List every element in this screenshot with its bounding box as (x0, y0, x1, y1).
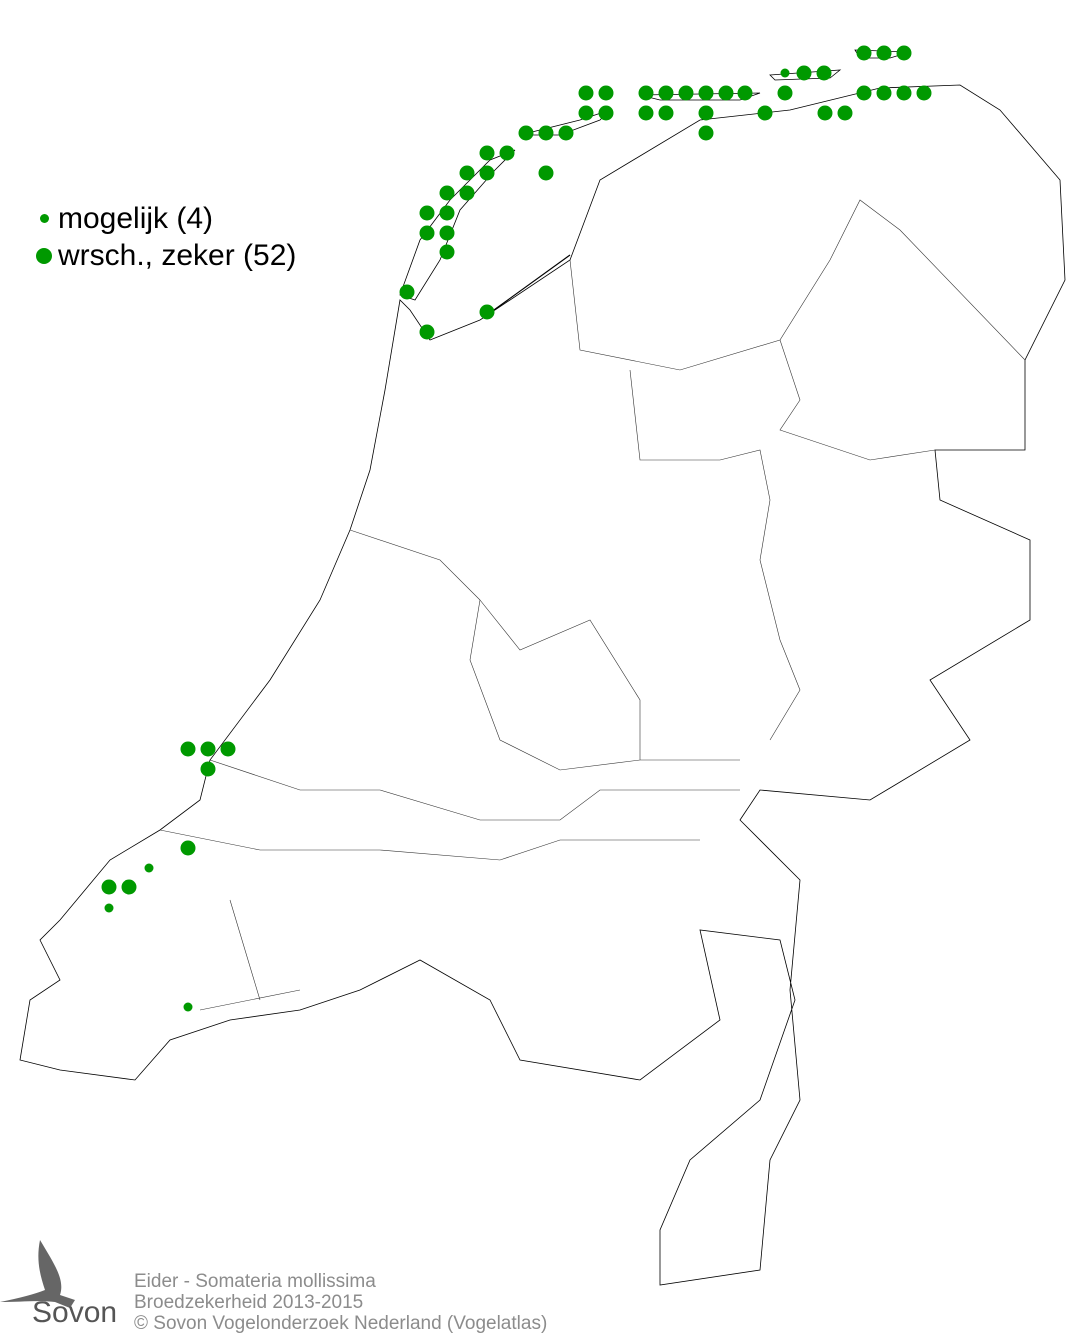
dot-probable-certain (638, 105, 654, 121)
dot-probable-certain (698, 105, 714, 121)
dot-probable-certain (459, 165, 475, 181)
dot-probable-certain (439, 244, 455, 260)
dot-probable-certain (439, 185, 455, 201)
legend-label: mogelijk (4) (58, 201, 214, 235)
dot-probable-certain (598, 85, 614, 101)
dot-probable-certain (439, 225, 455, 241)
dot-probable-certain (837, 105, 853, 121)
dot-possible (780, 68, 790, 78)
dot-probable-certain (220, 741, 236, 757)
dot-probable-certain (439, 205, 455, 221)
dot-probable-certain (698, 125, 714, 141)
species-title: Eider - Somateria mollissima (134, 1271, 376, 1292)
dot-possible (183, 1002, 193, 1012)
dot-probable-certain (200, 761, 216, 777)
dot-probable-certain (757, 105, 773, 121)
dot-probable-certain (518, 125, 534, 141)
dot-probable-certain (916, 85, 932, 101)
dot-probable-certain (796, 65, 812, 81)
dot-probable-certain (856, 45, 872, 61)
afsluitdijk (486, 254, 571, 316)
dot-probable-certain (479, 145, 495, 161)
map-subtitle: Broedzekerheid 2013-2015 (134, 1292, 364, 1313)
dot-probable-certain (479, 165, 495, 181)
dot-probable-certain (578, 105, 594, 121)
dot-probable-certain (459, 185, 475, 201)
dot-probable-certain (479, 304, 495, 320)
dot-probable-certain (419, 205, 435, 221)
dot-probable-certain (817, 105, 833, 121)
legend-label: wrsch., zeker (52) (58, 238, 297, 272)
sovon-swallow-logo (0, 1240, 75, 1308)
dot-probable-certain (121, 879, 137, 895)
dot-probable-certain (578, 85, 594, 101)
dot-probable-certain (737, 85, 753, 101)
small-dot-icon (39, 214, 49, 223)
dot-probable-certain (419, 324, 435, 340)
dot-probable-certain (658, 105, 674, 121)
dot-probable-certain (399, 284, 415, 300)
dot-probable-certain (538, 125, 554, 141)
dot-probable-certain (101, 879, 117, 895)
dot-probable-certain (816, 65, 832, 81)
legend: mogelijk (4) wrsch., zeker (52) (30, 200, 296, 274)
province-borders (159, 199, 1026, 1011)
dot-probable-certain (200, 741, 216, 757)
dot-probable-certain (678, 85, 694, 101)
dot-probable-certain (876, 85, 892, 101)
dot-probable-certain (180, 840, 196, 856)
dot-probable-certain (876, 45, 892, 61)
dot-probable-certain (896, 85, 912, 101)
dot-probable-certain (638, 85, 654, 101)
observation-dots (101, 45, 932, 1012)
dot-probable-certain (499, 145, 515, 161)
map-caption: Eider - Somateria mollissima Broedzekerh… (134, 1271, 547, 1334)
legend-item-probable-certain: wrsch., zeker (52) (30, 237, 296, 274)
dot-probable-certain (777, 85, 793, 101)
dot-probable-certain (180, 741, 196, 757)
legend-item-possible: mogelijk (4) (30, 200, 296, 237)
dot-probable-certain (538, 165, 554, 181)
dot-probable-certain (896, 45, 912, 61)
dot-probable-certain (598, 105, 614, 121)
map-outlines (19, 49, 1066, 1286)
dot-probable-certain (718, 85, 734, 101)
large-dot-icon (36, 247, 52, 264)
logo-text: Sovon (32, 1296, 118, 1329)
dot-probable-certain (419, 225, 435, 241)
dot-probable-certain (558, 125, 574, 141)
dot-probable-certain (698, 85, 714, 101)
island-texel (399, 149, 516, 301)
dot-probable-certain (856, 85, 872, 101)
dot-possible (104, 903, 114, 913)
country-outline (19, 84, 1066, 1286)
dot-possible (144, 863, 154, 873)
copyright: © Sovon Vogelonderzoek Nederland (Vogela… (134, 1313, 548, 1334)
dot-probable-certain (658, 85, 674, 101)
